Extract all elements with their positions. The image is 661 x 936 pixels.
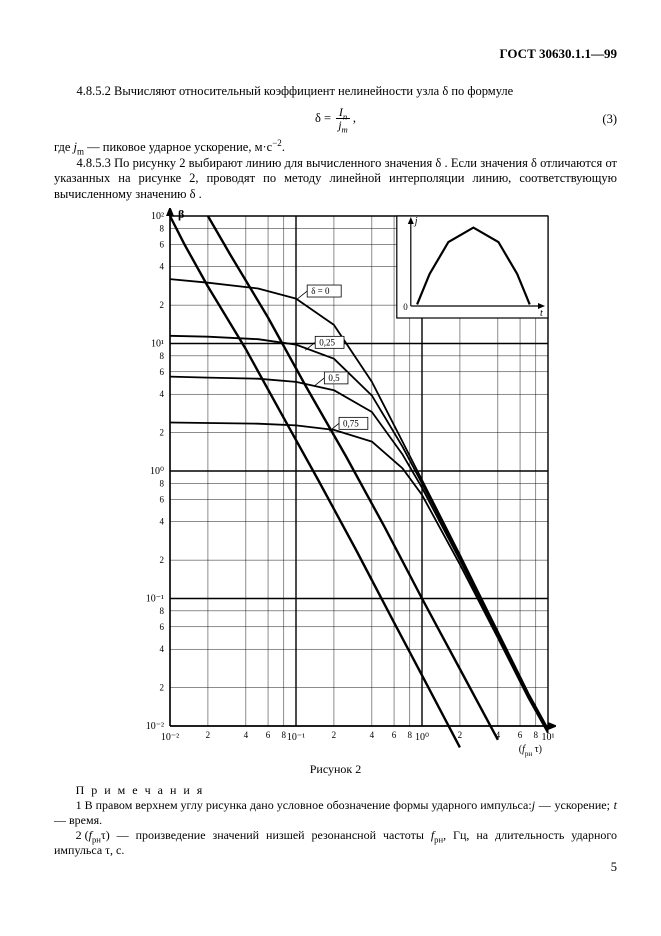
svg-text:0,25: 0,25: [319, 338, 335, 348]
page-number: 5: [611, 860, 617, 876]
svg-text:4: 4: [159, 517, 164, 527]
svg-text:10⁻²: 10⁻²: [160, 732, 178, 743]
svg-text:4: 4: [369, 730, 374, 740]
svg-text:10¹: 10¹: [541, 732, 554, 743]
svg-text:8: 8: [407, 730, 412, 740]
equation-number: (3): [602, 112, 617, 128]
svg-text:6: 6: [159, 240, 164, 250]
svg-text:δ = 0: δ = 0: [311, 286, 330, 296]
doc-header: ГОСТ 30630.1.1—99: [54, 46, 617, 62]
svg-text:β: β: [178, 208, 184, 221]
note-2: 2 (fрнτ) — произведение значений низшей …: [54, 828, 617, 858]
svg-text:2: 2: [457, 730, 462, 740]
svg-text:10¹: 10¹: [151, 339, 164, 350]
svg-text:6: 6: [159, 495, 164, 505]
svg-text:8: 8: [159, 351, 164, 361]
figure-2-caption: Рисунок 2: [54, 762, 617, 777]
svg-text:10⁻¹: 10⁻¹: [145, 594, 163, 605]
formula-3: δ = In jm , (3): [54, 106, 617, 136]
svg-text:0: 0: [403, 302, 408, 312]
svg-text:8: 8: [281, 730, 286, 740]
para-4-8-5-2: 4.8.5.2 Вычисляют относительный коэффици…: [54, 84, 617, 100]
page: ГОСТ 30630.1.1—99 4.8.5.2 Вычисляют отно…: [0, 0, 661, 936]
svg-text:10⁻¹: 10⁻¹: [286, 732, 304, 743]
svg-text:8: 8: [159, 224, 164, 234]
svg-text:t: t: [540, 308, 543, 319]
svg-text:4: 4: [159, 262, 164, 272]
svg-text:2: 2: [159, 428, 164, 438]
svg-text:10²: 10²: [151, 211, 164, 222]
svg-text:4: 4: [243, 730, 248, 740]
svg-text:6: 6: [265, 730, 270, 740]
svg-text:10⁰: 10⁰: [414, 732, 428, 743]
notes-title: П р и м е ч а н и я: [54, 783, 617, 798]
svg-text:6: 6: [159, 367, 164, 377]
formula-tail: ,: [353, 111, 356, 125]
formula-fraction: In jm: [336, 106, 350, 132]
svg-text:0,5: 0,5: [328, 373, 340, 383]
formula-lhs: δ =: [315, 111, 333, 127]
para-4-8-5-3: 4.8.5.3 По рисунку 2 выбирают линию для …: [54, 156, 617, 203]
note-1: 1 В правом верхнем углу рисунка дано усл…: [54, 798, 617, 828]
svg-text:10⁻²: 10⁻²: [145, 721, 163, 732]
svg-text:0,75: 0,75: [343, 419, 359, 429]
svg-text:10⁰: 10⁰: [149, 466, 163, 477]
svg-text:4: 4: [159, 645, 164, 655]
figure-2-chart: 10⁻²246810⁻¹246810⁰246810¹10⁻²246810⁻¹24…: [116, 208, 556, 760]
svg-text:4: 4: [159, 390, 164, 400]
svg-text:2: 2: [159, 300, 164, 310]
svg-text:6: 6: [517, 730, 522, 740]
svg-text:2: 2: [159, 683, 164, 693]
svg-text:6: 6: [159, 622, 164, 632]
svg-text:8: 8: [533, 730, 538, 740]
svg-text:2: 2: [159, 555, 164, 565]
svg-text:8: 8: [159, 606, 164, 616]
svg-text:2: 2: [331, 730, 336, 740]
svg-text:6: 6: [391, 730, 396, 740]
svg-text:2: 2: [205, 730, 210, 740]
para-where: где jm — пиковое ударное ускорение, м·с−…: [54, 140, 617, 156]
svg-text:8: 8: [159, 479, 164, 489]
